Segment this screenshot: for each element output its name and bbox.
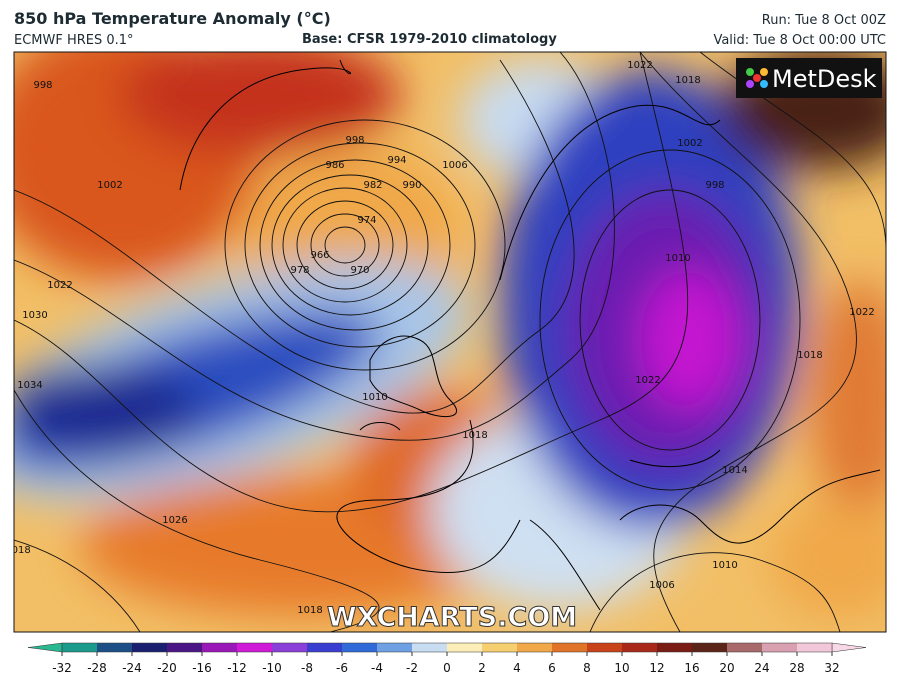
- isobar-label: 1010: [665, 253, 690, 264]
- isobar-label: 1018: [675, 75, 700, 86]
- colorbar-tick-label: 24: [754, 661, 769, 675]
- isobars: [14, 52, 886, 632]
- colorbar-tick-label: -28: [87, 661, 107, 675]
- colorbar-tick-label: -12: [227, 661, 247, 675]
- colorbar-segment: [202, 643, 237, 652]
- colorbar-segment: [762, 643, 797, 652]
- coastlines: [179, 59, 881, 611]
- colorbar-segment: [132, 643, 167, 652]
- isobar-label: 998: [33, 80, 52, 91]
- isobar-label: 1002: [97, 180, 122, 191]
- colorbar-tick-label: -10: [262, 661, 282, 675]
- isobar-label: 1018: [5, 545, 30, 556]
- isobar-label: 990: [402, 180, 421, 191]
- isobar-label: 998: [345, 135, 364, 146]
- colorbar-tick-label: -20: [157, 661, 177, 675]
- colorbar-segment: [727, 643, 762, 652]
- isobar-label: 1018: [297, 605, 322, 616]
- title: 850 hPa Temperature Anomaly (°C): [14, 9, 331, 28]
- colorbar-segment: [797, 643, 832, 652]
- colorbar-segment: [62, 643, 97, 652]
- colorbar-tick-label: 10: [614, 661, 629, 675]
- isobar-label: 1022: [627, 60, 652, 71]
- colorbar-tick-label: 28: [789, 661, 804, 675]
- colorbar-high: [831, 642, 867, 653]
- colorbar-tick-label: 6: [548, 661, 556, 675]
- colorbar-segment: [622, 643, 657, 652]
- isobar-label: 1034: [17, 380, 42, 391]
- isobar-label: 966: [310, 250, 329, 261]
- colorbar-tick-label: -16: [192, 661, 212, 675]
- colorbar-tick-label: -32: [52, 661, 72, 675]
- colorbar-segment: [517, 643, 552, 652]
- colorbar-low: [27, 642, 63, 653]
- isobar-label: 978: [290, 265, 309, 276]
- colorbar-tick-label: -2: [406, 661, 418, 675]
- colorbar-segment: [167, 643, 202, 652]
- colorbar-tick-label: -8: [301, 661, 313, 675]
- isobar-label: 1018: [797, 350, 822, 361]
- colorbar-segment: [97, 643, 132, 652]
- isobar-label: 994: [387, 155, 406, 166]
- colorbar-segment: [307, 643, 342, 652]
- isobar-label: 1030: [22, 310, 47, 321]
- colorbar-tick-label: -6: [336, 661, 348, 675]
- colorbar-segment: [342, 643, 377, 652]
- isobar-label: 1022: [849, 307, 874, 318]
- isobar-label: 974: [357, 215, 376, 226]
- run: Run: Tue 8 Oct 00Z: [762, 13, 886, 28]
- colorbar-segment: [237, 643, 272, 652]
- colorbar: -32 -28 -24 -20 -16 -12 -10 -8 -6 -4 -2 0 2 4 6 8 10 12 16…: [27, 642, 867, 675]
- base: Base: CFSR 1979-2010 climatology: [302, 32, 557, 47]
- colorbar-segment: [377, 643, 412, 652]
- colorbar-tick-label: 12: [649, 661, 664, 675]
- isobar-label: 1026: [162, 515, 187, 526]
- isobar-label: 982: [363, 180, 382, 191]
- isobar-label: 1010: [362, 392, 387, 403]
- colorbar-tick-label: -24: [122, 661, 142, 675]
- colorbar-tick-label: 32: [824, 661, 839, 675]
- logo: MetDesk: [772, 65, 877, 93]
- colorbar-segment: [447, 643, 482, 652]
- model: ECMWF HRES 0.1°: [14, 33, 134, 48]
- isobar-label: 1022: [635, 375, 660, 386]
- colorbar-tick-label: 0: [443, 661, 451, 675]
- colorbar-tick-label: -4: [371, 661, 383, 675]
- colorbar-segment: [587, 643, 622, 652]
- isobar-label: 1006: [442, 160, 467, 171]
- colorbar-segment: [412, 643, 447, 652]
- map: 998 1002 1022 1030 1034 1026 1018 998 986 994 990 9…: [5, 52, 886, 633]
- map-frame: [13, 51, 887, 633]
- isobar-label: 1002: [677, 138, 702, 149]
- isobar-label: 1014: [722, 465, 747, 476]
- isobar-label: 1018: [462, 430, 487, 441]
- colorbar-segment: [482, 643, 517, 652]
- logo-icon: [746, 68, 768, 88]
- isobar-label: 1006: [649, 580, 674, 591]
- colorbar-segment: [552, 643, 587, 652]
- colorbar-tick-label: 8: [583, 661, 591, 675]
- isobar-label: 1010: [712, 560, 737, 571]
- colorbar-tick-label: 4: [513, 661, 521, 675]
- isobar-label: 1022: [47, 280, 72, 291]
- valid: Valid: Tue 8 Oct 00:00 UTC: [713, 33, 886, 48]
- watermark: WXCHARTS.COM: [327, 602, 577, 633]
- colorbar-tick-label: 16: [684, 661, 699, 675]
- isobar-label: 986: [325, 160, 344, 171]
- colorbar-segment: [692, 643, 727, 652]
- colorbar-segment: [272, 643, 307, 652]
- isobar-label: 998: [705, 180, 724, 191]
- isobar-label: 970: [350, 265, 369, 276]
- colorbar-segment: [657, 643, 692, 652]
- colorbar-tick-label: 2: [478, 661, 486, 675]
- colorbar-tick-label: 20: [719, 661, 734, 675]
